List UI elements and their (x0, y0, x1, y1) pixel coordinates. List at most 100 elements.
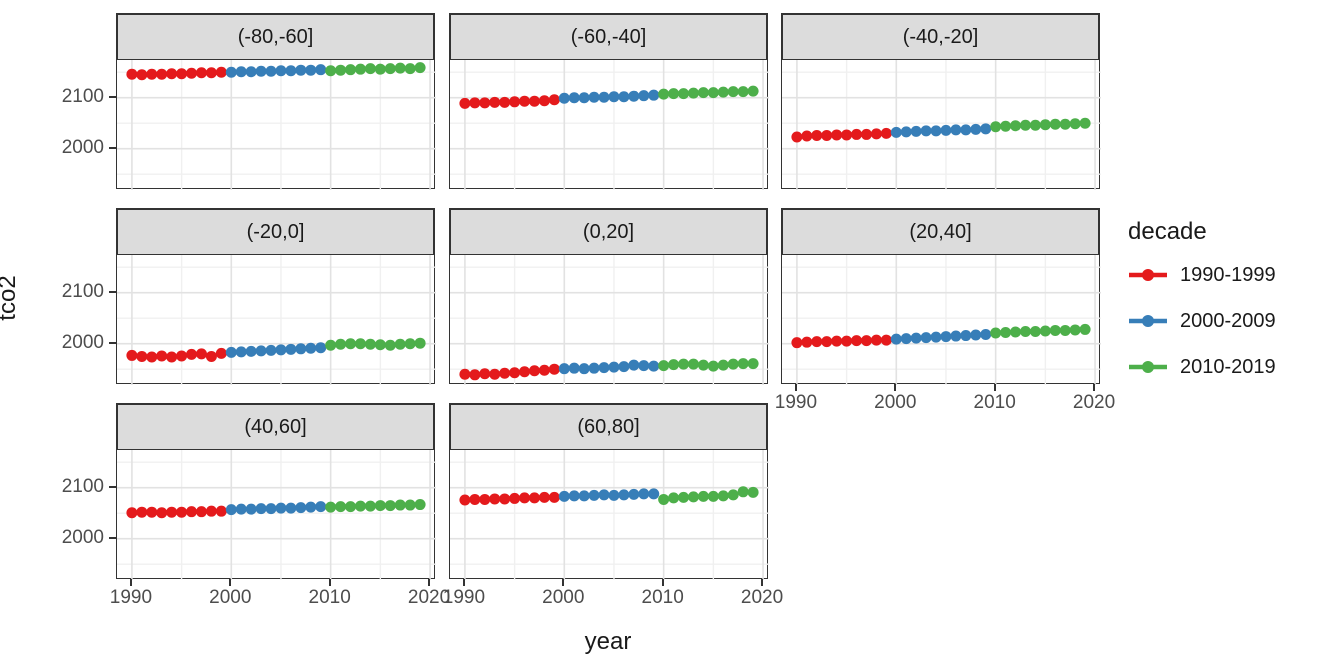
data-point (354, 338, 366, 350)
data-point (285, 65, 297, 77)
x-tick-mark (661, 579, 664, 586)
data-point (870, 334, 882, 346)
data-point (588, 362, 600, 374)
legend-item: 1990-1999 (1128, 260, 1338, 290)
data-point (126, 68, 138, 80)
facet-plot (117, 255, 436, 385)
facet-panel (116, 59, 436, 190)
data-point (1069, 118, 1081, 130)
data-point (459, 494, 471, 506)
data-point (940, 331, 952, 343)
data-point (578, 363, 590, 375)
data-point (205, 67, 217, 79)
data-point (900, 126, 912, 138)
data-point (374, 339, 386, 351)
y-axis-title: tco2 (0, 275, 21, 321)
data-point (285, 343, 297, 355)
data-point (275, 65, 287, 77)
x-tick-mark (229, 579, 232, 586)
data-point (394, 62, 406, 74)
data-point (156, 68, 168, 80)
data-point (851, 335, 863, 347)
data-point (940, 124, 952, 136)
facet-panel (116, 449, 436, 580)
data-point (638, 360, 650, 372)
facet-plot (450, 255, 769, 385)
data-point (459, 368, 471, 380)
data-point (960, 124, 972, 136)
x-axis-title: year (584, 628, 632, 655)
data-point (245, 345, 257, 357)
facet-panel (781, 59, 1101, 190)
y-tick-mark (109, 95, 116, 98)
facet-strip: (-60,-40] (449, 13, 768, 61)
data-point (1019, 119, 1031, 131)
data-point (697, 490, 709, 502)
data-point (717, 359, 729, 371)
data-point (960, 330, 972, 342)
y-tick-label: 2100 (61, 475, 104, 497)
data-point (374, 500, 386, 512)
data-point (811, 129, 823, 141)
data-point (414, 499, 426, 511)
data-point (315, 342, 327, 354)
data-point (245, 503, 257, 515)
data-point (126, 507, 138, 519)
data-point (658, 360, 670, 372)
data-point (235, 503, 247, 515)
x-tick-mark (993, 384, 996, 391)
data-point (255, 503, 267, 515)
data-point (519, 366, 531, 378)
data-point (275, 344, 287, 356)
data-point (568, 490, 580, 502)
data-point (499, 96, 511, 108)
y-tick-label: 2100 (61, 85, 104, 107)
data-point (225, 504, 237, 516)
data-point (687, 491, 699, 503)
facet-strip: (60,80] (449, 403, 768, 451)
legend-title: decade (1128, 218, 1207, 245)
data-point (990, 327, 1002, 339)
data-point (255, 345, 267, 357)
data-point (747, 486, 759, 498)
legend-item: 2010-2019 (1128, 352, 1338, 382)
data-point (638, 90, 650, 102)
facet-strip: (-20,0] (116, 208, 435, 256)
data-point (618, 91, 630, 103)
data-point (821, 336, 833, 348)
data-point (509, 367, 521, 379)
data-point (687, 87, 699, 99)
data-point (215, 347, 227, 359)
data-point (146, 351, 158, 363)
data-point (1069, 324, 1081, 336)
y-tick-mark (109, 341, 116, 344)
data-point (479, 97, 491, 109)
data-point (558, 490, 570, 502)
data-point (538, 491, 550, 503)
data-point (930, 331, 942, 343)
data-point (186, 67, 198, 79)
data-point (628, 488, 640, 500)
data-point (345, 64, 357, 76)
data-point (628, 359, 640, 371)
data-point (801, 336, 813, 348)
data-point (394, 338, 406, 350)
x-tick-mark (1093, 384, 1096, 391)
data-point (265, 65, 277, 77)
legend-item-label: 1990-1999 (1180, 263, 1276, 286)
facet-plot (117, 450, 436, 580)
data-point (354, 63, 366, 75)
data-point (727, 358, 739, 370)
data-point (727, 489, 739, 501)
data-point (186, 348, 198, 360)
x-tick-label: 2020 (1072, 392, 1116, 413)
x-tick-label: 2000 (209, 587, 252, 608)
data-point (980, 123, 992, 135)
facet-panel (781, 254, 1101, 385)
data-point (459, 97, 471, 109)
data-point (668, 492, 680, 504)
data-point (658, 493, 670, 505)
data-point (235, 66, 247, 78)
data-point (519, 95, 531, 107)
facet-plot (450, 60, 769, 190)
